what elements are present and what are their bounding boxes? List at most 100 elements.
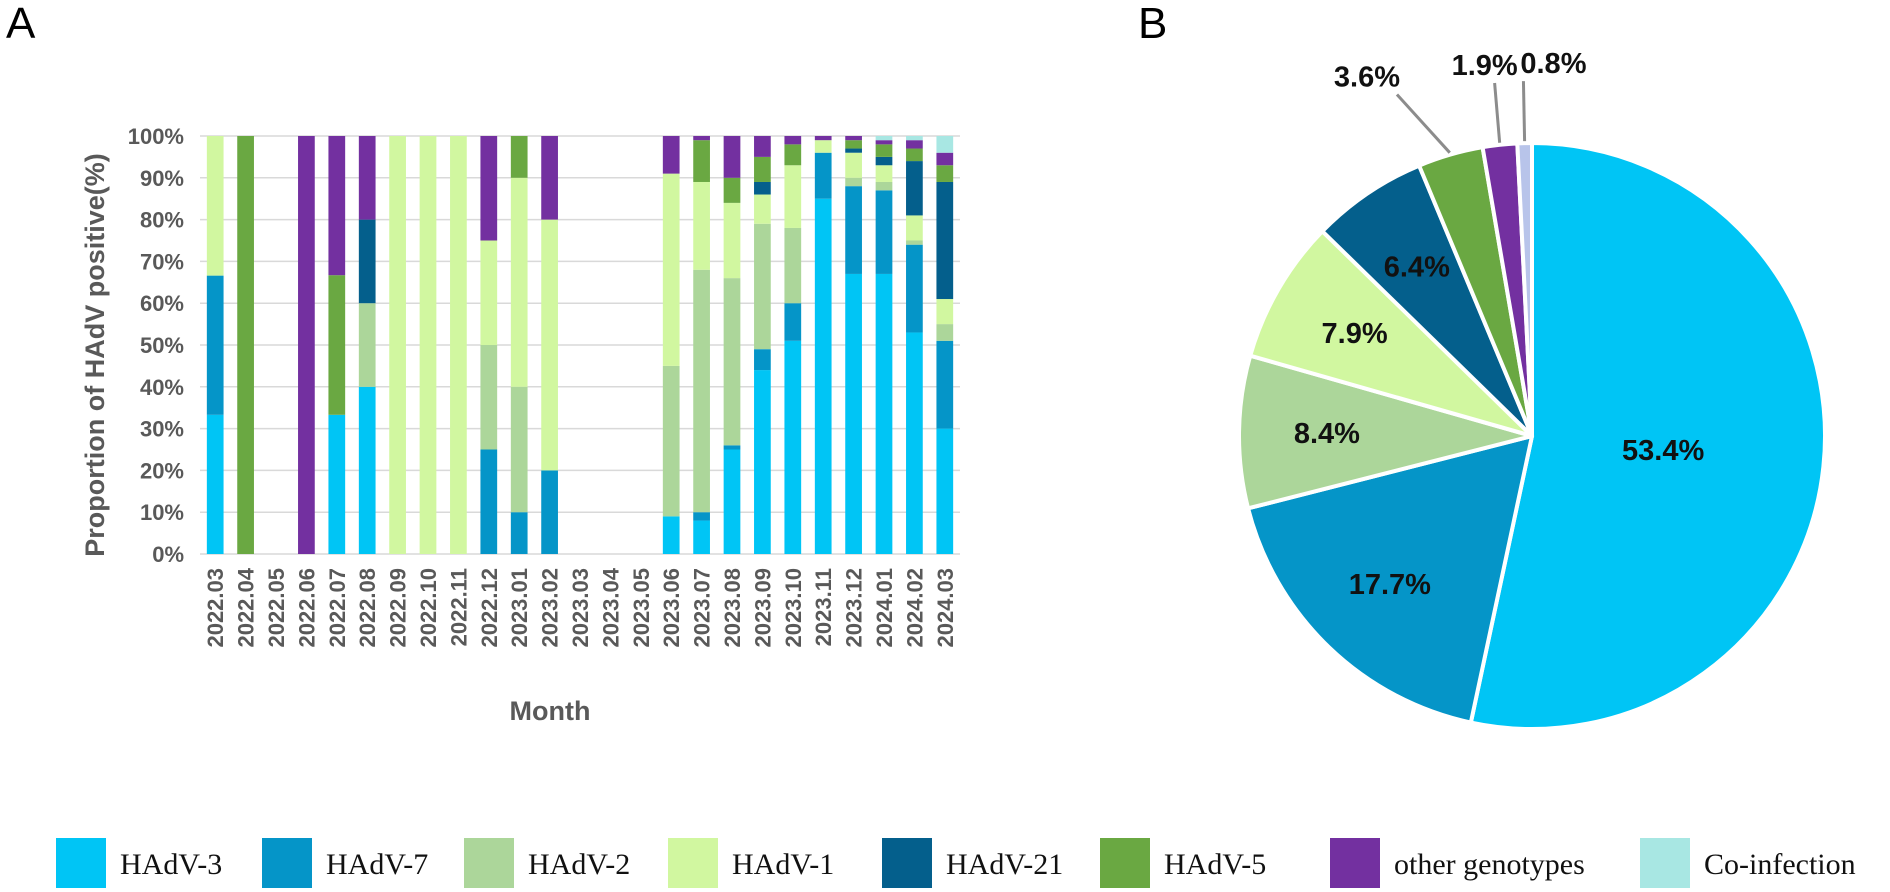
bar-segment [723, 449, 741, 554]
pie-chart: 53.4% 17.7% 8.4% 7.9% 6.4% 3.6% 1.9% 0.8% [1237, 48, 1827, 731]
x-tick-label: 2023.10 [781, 568, 806, 648]
y-tick-label: 60% [140, 291, 184, 316]
x-tick-label: 2024.03 [933, 568, 958, 648]
bar-segment [328, 275, 346, 415]
bar-segment [723, 202, 741, 279]
bar-segment [723, 136, 741, 178]
pie-label: 0.8% [1520, 48, 1586, 80]
x-tick-label: 2023.07 [690, 568, 715, 648]
x-tick-label: 2022.10 [416, 568, 441, 648]
bar-segment [875, 156, 893, 166]
bar-segment [906, 244, 923, 333]
bar-segment [906, 240, 923, 245]
bar-segment [480, 240, 498, 345]
x-tick-label: 2022.06 [294, 568, 319, 648]
bar-segment [875, 165, 893, 182]
bar-segment [875, 190, 893, 274]
bar-segment [389, 136, 406, 554]
bar-segment [784, 165, 802, 228]
bar-segment [206, 275, 224, 415]
legend-label: HAdV-1 [732, 848, 834, 881]
x-tick-label: 2024.01 [872, 568, 897, 648]
y-gridlines [200, 135, 960, 555]
bar-segment [754, 223, 771, 350]
bar-segment [814, 152, 832, 199]
bar-segment [206, 414, 224, 554]
legend-label: HAdV-3 [120, 848, 222, 881]
pie-labels: 53.4% 17.7% 8.4% 7.9% 6.4% 3.6% 1.9% 0.8% [1294, 48, 1705, 601]
y-tick-label: 80% [140, 208, 184, 233]
pie-slice [1246, 434, 1534, 725]
bar-segment [936, 181, 954, 300]
bar-segment [419, 136, 437, 554]
bar-segment [298, 136, 315, 554]
y-tick-label: 100% [128, 124, 184, 149]
bar-segment [875, 136, 893, 141]
legend-label: HAdV-21 [946, 848, 1063, 881]
bar-segment [662, 365, 680, 517]
pie-leader-line [1395, 93, 1451, 154]
bar-segment [754, 370, 771, 554]
x-tick-label: 2022.04 [234, 567, 259, 647]
x-tick-label: 2022.05 [264, 568, 289, 648]
pie-leader-lines [1395, 81, 1527, 154]
bar-segment [510, 386, 528, 513]
x-tick-label: 2022.09 [386, 568, 411, 648]
bar-segment [906, 332, 923, 554]
bar-segment [450, 136, 467, 554]
bar-segment [875, 273, 893, 554]
bar-segment [662, 136, 680, 174]
pie-slice [1515, 140, 1534, 438]
x-tick-label: 2023.06 [659, 568, 684, 648]
bar-segment [754, 156, 771, 182]
x-tick-label: 2023.08 [720, 568, 745, 648]
y-tick-label: 70% [140, 249, 184, 274]
pie-label: 17.7% [1349, 569, 1431, 601]
panel-b-letter: B [1138, 0, 1167, 48]
bar-segment [784, 136, 802, 145]
legend-label: HAdV-7 [326, 848, 428, 881]
bar-segment [845, 186, 862, 274]
bar-segment [906, 215, 923, 241]
bar-segment [814, 136, 832, 141]
bar-segment [845, 136, 862, 141]
x-tick-label: 2022.11 [446, 568, 471, 646]
bar-segment [480, 345, 498, 450]
stacked-bar-chart: 0% 10% 20% 30% 40% 50% 60% 70% 80% 90% 100% 2022.0… [80, 124, 960, 726]
bar-segment [784, 144, 802, 166]
legend-swatch [56, 838, 106, 888]
bar-segment [723, 177, 741, 203]
bar-segment [662, 173, 680, 366]
legend-swatch [262, 838, 312, 888]
bar-segment [693, 140, 710, 182]
bar-segment [814, 140, 832, 153]
y-tick-label: 0% [152, 542, 184, 567]
pie-label: 3.6% [1334, 62, 1400, 94]
bar-segment [328, 136, 346, 276]
pie-slice [1468, 141, 1827, 731]
pie-label: 53.4% [1622, 435, 1704, 467]
bar-segment [480, 136, 498, 241]
legend-label: Co-infection [1704, 848, 1856, 881]
bar-segment [510, 512, 528, 554]
pie-label: 8.4% [1294, 418, 1360, 450]
pie-slices [1237, 140, 1827, 731]
y-tick-labels: 0% 10% 20% 30% 40% 50% 60% 70% 80% 90% 100% [128, 124, 184, 567]
y-tick-label: 90% [140, 166, 184, 191]
legend-swatch [882, 838, 932, 888]
bar-segment [754, 136, 771, 157]
bar-segment [662, 516, 680, 554]
bar-segment [845, 273, 862, 554]
y-tick-label: 40% [140, 375, 184, 400]
bar-segment [936, 324, 954, 341]
bar-segment [754, 349, 771, 371]
bar-segment [541, 136, 558, 220]
bar-segment [723, 278, 741, 446]
bar-segment [814, 198, 832, 554]
bar-segment [906, 136, 923, 141]
pie-label: 7.9% [1322, 318, 1388, 350]
bar-segment [906, 148, 923, 162]
bar-segment [845, 140, 862, 149]
bar-segment [480, 449, 498, 554]
